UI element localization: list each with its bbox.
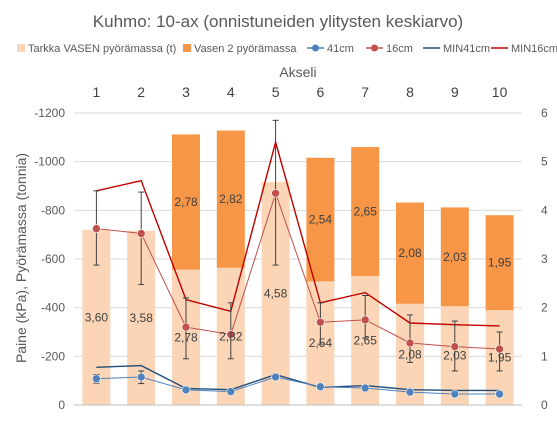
data-label-tarkka-vasen: 3,60	[85, 310, 109, 324]
point-16cm	[316, 317, 325, 327]
data-label-vasen-2: 1,95	[488, 256, 512, 270]
point-16cm	[226, 330, 236, 339]
y-axis-title: Paine (kPa), Pyörämassa (tonnia)	[13, 153, 29, 363]
left-tick-label: -1000	[34, 155, 65, 169]
point-41cm	[360, 383, 370, 393]
chart-title: Kuhmo: 10-ax (onnistuneiden ylitysten ke…	[93, 12, 463, 31]
right-tick-label: 2	[541, 301, 548, 315]
data-label-vasen-2: 2,54	[309, 213, 333, 227]
category-label: 7	[361, 84, 369, 100]
point-16cm	[405, 338, 415, 348]
right-tick-label: 5	[541, 155, 548, 169]
category-label: 9	[451, 84, 459, 100]
axes: -1200 6-1000 5-800 4-600 3-400 2-200 10 01 2 3 4 5 6…	[34, 84, 548, 412]
right-tick-label: 1	[541, 349, 548, 363]
left-tick-label: -1200	[34, 106, 65, 120]
point-41cm	[271, 372, 280, 382]
bar-vasen-2	[216, 130, 245, 268]
category-label: 6	[317, 84, 325, 100]
data-label-tarkka-vasen: 2,65	[354, 334, 378, 348]
right-tick-label: 3	[541, 252, 548, 266]
point-41cm	[226, 387, 236, 396]
legend-label-16cm: 16cm	[386, 43, 413, 55]
legend-label-41cm: 41cm	[327, 43, 354, 55]
left-tick-label: -800	[41, 203, 65, 217]
data-label-tarkka-vasen: 2,03	[443, 349, 467, 363]
series-line-16cm	[96, 191, 500, 350]
category-label: 1	[93, 84, 101, 100]
point-16cm	[360, 315, 370, 325]
legend-label-min16cm: MIN16cm	[511, 43, 557, 55]
right-tick-label: 0	[541, 398, 548, 412]
right-tick-label: 4	[541, 203, 548, 217]
legend-marker-16cm	[371, 44, 378, 52]
point-16cm	[450, 342, 460, 351]
category-label: 10	[492, 84, 508, 100]
point-16cm	[181, 322, 191, 332]
point-41cm	[405, 387, 415, 397]
left-tick-label: -600	[41, 252, 65, 266]
series-line-min41cm	[96, 364, 500, 392]
left-tick-label: 0	[58, 398, 65, 412]
point-41cm	[92, 374, 101, 384]
category-label: 3	[182, 84, 190, 100]
point-41cm	[495, 389, 504, 399]
left-tick-label: -400	[41, 301, 65, 315]
lines	[92, 119, 504, 399]
data-labels: 3,60 3,58 2,78 2,78 2,82 2,82 4,58 2,54 2,54 2,65…	[85, 192, 512, 364]
data-label-tarkka-vasen: 4,58	[264, 287, 288, 301]
point-16cm	[495, 344, 504, 354]
left-tick-label: -200	[41, 349, 65, 363]
category-label: 8	[406, 84, 414, 100]
point-41cm	[316, 382, 325, 392]
x-axis-title: Akseli	[279, 64, 316, 80]
bar-vasen-2	[351, 147, 380, 277]
series-line-41cm	[96, 376, 500, 395]
data-label-tarkka-vasen: 2,08	[398, 347, 422, 361]
category-label: 5	[272, 84, 280, 100]
legend-label-min41cm: MIN41cm	[443, 43, 490, 55]
data-label-vasen-2: 2,03	[443, 250, 467, 264]
legend-label-tarkka-vasen-py-r-massa-t-: Tarkka VASEN pyörämassa (t)	[28, 43, 176, 55]
bar-vasen-2	[172, 134, 200, 270]
category-label: 4	[227, 84, 235, 100]
data-label-tarkka-vasen: 2,78	[174, 330, 198, 344]
legend-label-vasen-2-py-r-massa: Vasen 2 pyörämassa	[194, 43, 297, 55]
data-label-vasen-2: 2,08	[398, 246, 422, 260]
point-16cm	[136, 229, 146, 238]
data-label-vasen-2: 2,65	[354, 205, 378, 219]
data-label-vasen-2: 2,82	[219, 192, 243, 206]
series-line-min16cm	[96, 139, 500, 327]
bar-vasen-2	[485, 215, 514, 311]
bar-vasen-2	[306, 157, 335, 282]
point-41cm	[181, 385, 191, 395]
category-label: 2	[137, 84, 145, 100]
legend-swatch-vasen-2-py-r-massa	[183, 44, 191, 52]
bar-vasen-2	[396, 202, 424, 304]
point-41cm	[450, 389, 460, 399]
legend-marker-41cm	[312, 44, 319, 52]
data-label-tarkka-vasen: 2,54	[309, 336, 333, 350]
legend: Tarkka VASEN pyörämassa (t) Vasen 2 pyörä…	[17, 43, 557, 55]
right-tick-label: 6	[541, 106, 548, 120]
point-41cm	[136, 372, 146, 382]
data-label-tarkka-vasen: 1,95	[488, 351, 512, 365]
bar-vasen-2	[440, 207, 469, 307]
data-label-tarkka-vasen: 3,58	[130, 311, 154, 325]
data-label-vasen-2: 2,78	[174, 195, 198, 209]
point-16cm	[271, 189, 280, 198]
data-label-tarkka-vasen: 2,82	[219, 329, 243, 343]
point-16cm	[92, 224, 101, 233]
legend-swatch-tarkka-vasen-py-r-massa-t-	[17, 44, 25, 52]
